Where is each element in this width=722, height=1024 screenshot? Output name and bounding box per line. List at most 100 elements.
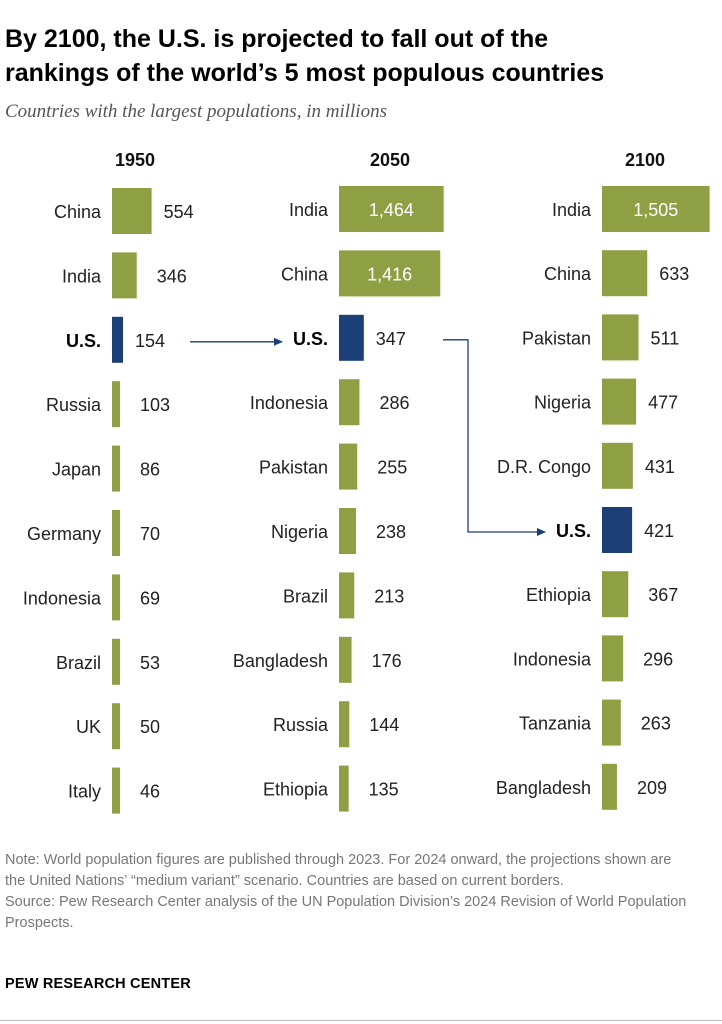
bar-2050-bangladesh: [339, 636, 352, 683]
country-label-2050-u-s: U.S.: [293, 329, 328, 349]
country-label-1950-china: China: [54, 202, 102, 222]
country-label-2100-tanzania: Tanzania: [519, 714, 592, 734]
value-label-2050-brazil: 213: [374, 586, 404, 606]
value-label-1950-japan: 86: [140, 460, 160, 480]
value-label-1950-u-s: 154: [135, 331, 165, 351]
value-label-2050-india: 1,464: [369, 200, 414, 220]
title-line-1: By 2100, the U.S. is projected to fall o…: [5, 25, 549, 53]
value-label-1950-china: 554: [164, 202, 194, 222]
source-text: Source: Pew Research Center analysis of …: [5, 894, 687, 931]
value-label-1950-germany: 70: [140, 524, 160, 544]
country-label-1950-japan: Japan: [52, 460, 101, 480]
bar-1950-russia: [112, 381, 120, 428]
note-text: Note: World population figures are publi…: [5, 852, 672, 889]
bar-1950-germany: [112, 510, 120, 556]
value-label-2050-u-s: 347: [376, 329, 406, 349]
value-label-2100-d-r-congo: 431: [645, 457, 675, 477]
value-label-1950-russia: 103: [140, 395, 170, 415]
value-label-2050-china: 1,416: [367, 264, 412, 284]
value-label-2100-tanzania: 263: [641, 714, 671, 734]
country-label-1950-indonesia: Indonesia: [23, 588, 102, 608]
bottom-divider: [0, 1020, 722, 1021]
country-label-1950-brazil: Brazil: [56, 653, 101, 673]
country-label-2050-pakistan: Pakistan: [259, 458, 328, 478]
country-label-2100-ethiopia: Ethiopia: [526, 585, 592, 605]
bar-2050-india: [339, 186, 444, 232]
year-heading-2100: 2100: [625, 150, 665, 170]
year-heading-2050: 2050: [370, 150, 410, 170]
bar-1950-china: [112, 188, 152, 234]
value-label-2050-russia: 144: [369, 715, 399, 735]
country-label-2100-pakistan: Pakistan: [522, 328, 591, 348]
value-label-2100-ethiopia: 367: [648, 585, 678, 605]
bar-1950-japan: [112, 445, 120, 492]
bar-2050-pakistan: [339, 443, 358, 490]
country-label-2050-china: China: [281, 264, 329, 284]
value-label-1950-indonesia: 69: [140, 588, 160, 608]
country-label-1950-russia: Russia: [46, 395, 102, 415]
bar-2100-india: [602, 186, 710, 232]
bar-1950-indonesia: [112, 574, 120, 621]
bar-2100-bangladesh: [602, 763, 617, 810]
brand-logo-text: PEW RESEARCH CENTER: [5, 976, 191, 992]
bar-2050-nigeria: [339, 508, 357, 554]
bar-2050-brazil: [339, 572, 355, 619]
chart-title: By 2100, the U.S. is projected to fall o…: [5, 22, 705, 90]
country-label-1950-india: India: [62, 266, 102, 286]
country-label-2050-russia: Russia: [273, 715, 329, 735]
value-label-1950-uk: 50: [140, 717, 160, 737]
country-label-2050-indonesia: Indonesia: [250, 393, 329, 413]
value-label-2100-u-s: 421: [644, 521, 674, 541]
country-label-1950-germany: Germany: [27, 524, 101, 544]
value-label-2050-indonesia: 286: [379, 393, 409, 413]
value-label-1950-india: 346: [157, 266, 187, 286]
title-line-2: rankings of the world’s 5 most populous …: [5, 59, 605, 87]
bar-2050-indonesia: [339, 379, 360, 426]
value-label-2050-nigeria: 238: [376, 522, 406, 542]
bar-1950-brazil: [112, 638, 120, 685]
bar-2100-nigeria: [602, 378, 637, 425]
value-label-2100-indonesia: 296: [643, 649, 673, 669]
value-label-2100-pakistan: 511: [651, 328, 680, 348]
country-label-1950-u-s: U.S.: [66, 331, 101, 351]
country-label-2100-nigeria: Nigeria: [534, 393, 592, 413]
country-label-1950-italy: Italy: [68, 782, 101, 802]
country-label-2100-u-s: U.S.: [556, 521, 591, 541]
value-label-2050-pakistan: 255: [377, 458, 407, 478]
bar-2050-russia: [339, 701, 350, 748]
country-label-1950-uk: UK: [76, 717, 101, 737]
value-label-2100-nigeria: 477: [648, 393, 678, 413]
country-label-2100-indonesia: Indonesia: [513, 649, 592, 669]
bar-1950-italy: [112, 767, 120, 814]
value-label-2050-bangladesh: 176: [372, 651, 402, 671]
country-label-2050-ethiopia: Ethiopia: [263, 780, 329, 800]
population-chart: 1950 China 554 India 346 U.S. 154 Russia 103 Japa…: [23, 150, 710, 814]
bar-1950-uk: [112, 703, 120, 750]
bar-2050-ethiopia: [339, 765, 349, 812]
bar-1950-india: [112, 252, 137, 299]
chart-subtitle: Countries with the largest populations, …: [5, 101, 387, 122]
bar-2100-pakistan: [602, 314, 639, 361]
value-label-2100-bangladesh: 209: [637, 778, 667, 798]
bar-2100-d-r-congo: [602, 442, 633, 489]
country-label-2100-bangladesh: Bangladesh: [496, 778, 591, 798]
bar-1950-u-s: [112, 316, 124, 363]
bar-2100-ethiopia: [602, 571, 629, 618]
bar-2100-tanzania: [602, 699, 621, 746]
value-label-2100-china: 633: [659, 264, 689, 284]
us-arrow-2050-2100: [443, 339, 546, 536]
country-label-2050-nigeria: Nigeria: [271, 522, 329, 542]
value-label-1950-italy: 46: [140, 782, 160, 802]
country-label-2100-d-r-congo: D.R. Congo: [497, 457, 591, 477]
country-label-2050-india: India: [289, 200, 329, 220]
bar-2100-china: [602, 250, 648, 297]
country-label-2050-brazil: Brazil: [283, 586, 328, 606]
country-label-2100-china: China: [544, 264, 592, 284]
value-label-2100-india: 1,505: [633, 200, 678, 220]
bar-2050-u-s: [339, 314, 364, 361]
value-label-1950-brazil: 53: [140, 653, 160, 673]
bar-2100-u-s: [602, 507, 633, 553]
bar-2050-china: [339, 250, 441, 297]
country-label-2100-india: India: [552, 200, 592, 220]
country-label-2050-bangladesh: Bangladesh: [233, 651, 328, 671]
